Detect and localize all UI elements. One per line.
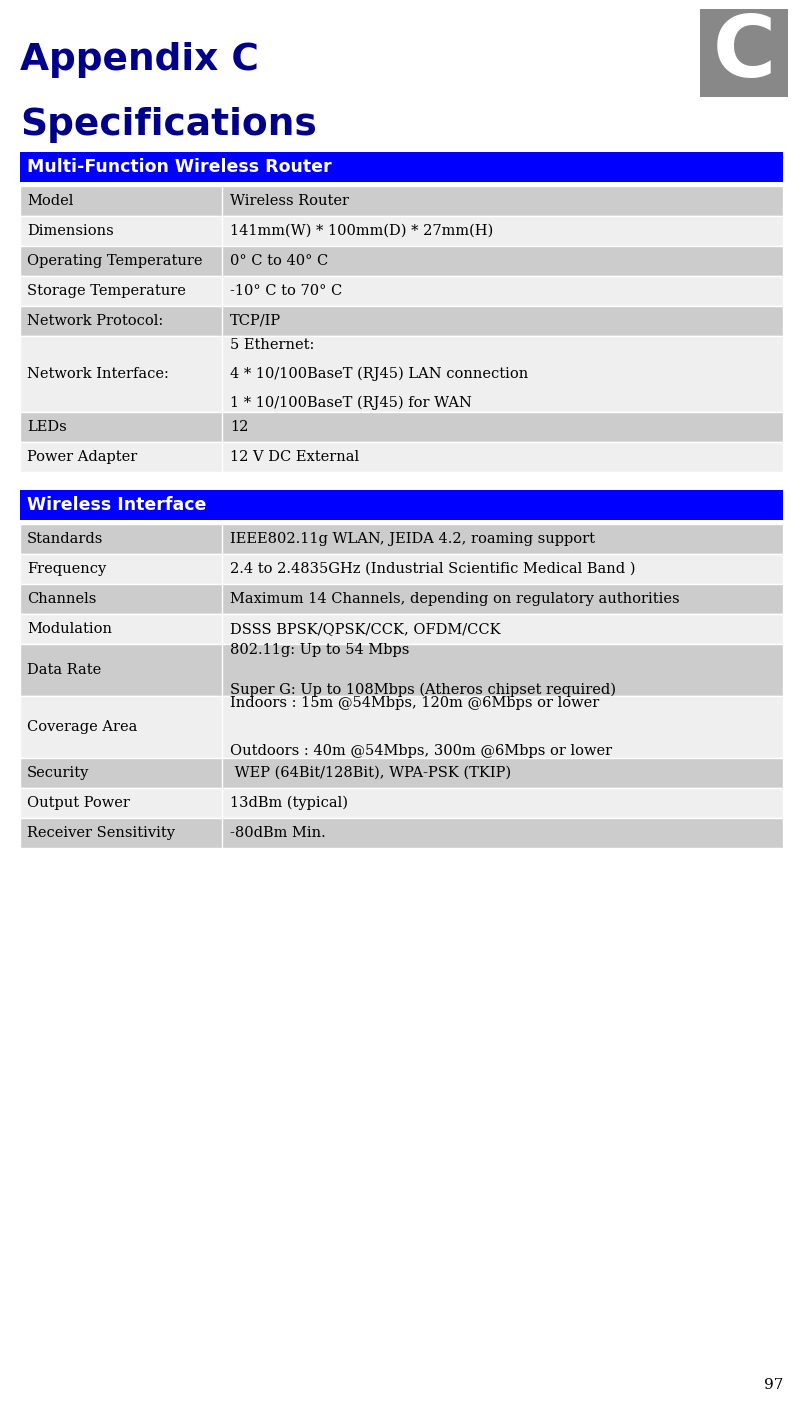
Bar [20, 246, 782, 275]
Text: 12 V DC External: 12 V DC External [230, 450, 358, 465]
Text: 12: 12 [230, 419, 249, 433]
Text: Power Adapter: Power Adapter [27, 450, 137, 465]
Text: Outdoors : 40m @54Mbps, 300m @6Mbps or lower: Outdoors : 40m @54Mbps, 300m @6Mbps or l… [230, 744, 612, 758]
Bar [20, 758, 782, 788]
Text: Security: Security [27, 765, 89, 779]
Text: Data Rate: Data Rate [27, 664, 101, 676]
Text: WEP (64Bit/128Bit), WPA-PSK (TKIP): WEP (64Bit/128Bit), WPA-PSK (TKIP) [230, 765, 511, 779]
Text: Specifications: Specifications [20, 107, 316, 143]
Text: Multi-Function Wireless Router: Multi-Function Wireless Router [27, 158, 331, 176]
Bar [20, 336, 782, 412]
Bar [20, 306, 782, 336]
Text: 4 * 10/100BaseT (RJ45) LAN connection: 4 * 10/100BaseT (RJ45) LAN connection [230, 367, 528, 381]
Text: 141mm(W) * 100mm(D) * 27mm(H): 141mm(W) * 100mm(D) * 27mm(H) [230, 225, 493, 239]
Text: TCP/IP: TCP/IP [230, 313, 281, 328]
Text: Maximum 14 Channels, depending on regulatory authorities: Maximum 14 Channels, depending on regula… [230, 592, 679, 606]
Bar [20, 554, 782, 585]
Text: Standards: Standards [27, 532, 103, 546]
Text: 1 * 10/100BaseT (RJ45) for WAN: 1 * 10/100BaseT (RJ45) for WAN [230, 395, 472, 409]
Bar [20, 490, 782, 520]
Text: DSSS BPSK/QPSK/CCK, OFDM/CCK: DSSS BPSK/QPSK/CCK, OFDM/CCK [230, 623, 500, 635]
Text: Network Interface:: Network Interface: [27, 367, 168, 381]
Bar [699, 8, 787, 97]
Text: 802.11g: Up to 54 Mbps: 802.11g: Up to 54 Mbps [230, 644, 409, 657]
Bar [20, 585, 782, 614]
Text: 2.4 to 2.4835GHz (Industrial Scientific Medical Band ): 2.4 to 2.4835GHz (Industrial Scientific … [230, 562, 635, 576]
Text: Wireless Interface: Wireless Interface [27, 496, 206, 514]
Text: 13dBm (typical): 13dBm (typical) [230, 796, 348, 810]
Text: Coverage Area: Coverage Area [27, 720, 137, 734]
Text: 0° C to 40° C: 0° C to 40° C [230, 254, 328, 268]
Bar [20, 614, 782, 644]
Bar [20, 818, 782, 849]
Bar [20, 152, 782, 182]
Bar [20, 524, 782, 554]
Bar [20, 442, 782, 472]
Bar [20, 216, 782, 246]
Text: Operating Temperature: Operating Temperature [27, 254, 202, 268]
Bar [20, 275, 782, 306]
Text: -80dBm Min.: -80dBm Min. [230, 826, 326, 840]
Text: C: C [711, 11, 775, 95]
Text: LEDs: LEDs [27, 419, 67, 433]
Bar [20, 644, 782, 696]
Bar [20, 186, 782, 216]
Bar [20, 788, 782, 818]
Text: Frequency: Frequency [27, 562, 106, 576]
Bar [20, 412, 782, 442]
Bar [20, 696, 782, 758]
Text: IEEE802.11g WLAN, JEIDA 4.2, roaming support: IEEE802.11g WLAN, JEIDA 4.2, roaming sup… [230, 532, 594, 546]
Text: Dimensions: Dimensions [27, 225, 114, 239]
Text: Modulation: Modulation [27, 623, 111, 635]
Text: Model: Model [27, 193, 73, 208]
Text: 5 Ethernet:: 5 Ethernet: [230, 337, 314, 352]
Text: Wireless Router: Wireless Router [230, 193, 349, 208]
Text: Storage Temperature: Storage Temperature [27, 284, 185, 298]
Text: -10° C to 70° C: -10° C to 70° C [230, 284, 342, 298]
Text: Receiver Sensitivity: Receiver Sensitivity [27, 826, 175, 840]
Text: Network Protocol:: Network Protocol: [27, 313, 163, 328]
Text: Output Power: Output Power [27, 796, 130, 810]
Text: 97: 97 [763, 1378, 782, 1392]
Text: Indoors : 15m @54Mbps, 120m @6Mbps or lower: Indoors : 15m @54Mbps, 120m @6Mbps or lo… [230, 696, 599, 710]
Text: Channels: Channels [27, 592, 96, 606]
Text: Appendix C: Appendix C [20, 42, 258, 78]
Text: Super G: Up to 108Mbps (Atheros chipset required): Super G: Up to 108Mbps (Atheros chipset … [230, 682, 615, 698]
